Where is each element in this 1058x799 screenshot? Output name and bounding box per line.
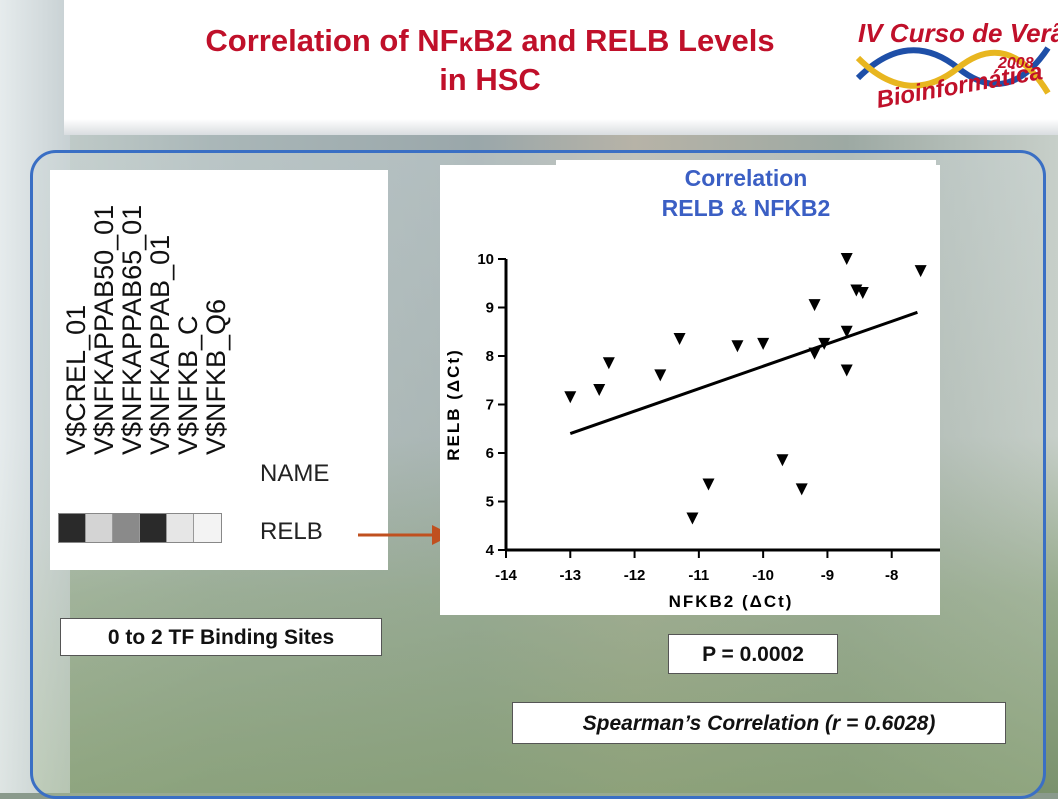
title-kappa: κ — [458, 27, 474, 57]
data-point — [818, 337, 831, 350]
data-point — [808, 299, 821, 312]
data-point — [808, 347, 821, 360]
binding-site-cell — [86, 514, 113, 542]
data-point — [564, 391, 577, 404]
matrix-header-label: NAME — [260, 460, 330, 487]
data-point — [914, 265, 927, 278]
tf-binding-sites-legend: 0 to 2 TF Binding Sites — [60, 618, 382, 656]
binding-site-cell — [140, 514, 167, 542]
x-tick-label: -12 — [624, 567, 646, 584]
tf-name-label: V$NFKAPPAB_01 — [145, 234, 175, 455]
data-point — [686, 512, 699, 525]
matrix-row-label: RELB — [260, 518, 323, 545]
tf-name-label: V$NFKAPPAB65_01 — [117, 204, 147, 455]
data-point — [654, 369, 667, 382]
data-point — [840, 325, 853, 338]
title-part-2: B2 and RELB Levels — [473, 23, 775, 58]
x-tick-label: -9 — [821, 567, 834, 584]
y-tick-label: 7 — [486, 397, 494, 414]
slide-title: Correlation of NFκB2 and RELB Levels in … — [110, 22, 870, 99]
y-tick-label: 9 — [486, 300, 494, 317]
binding-site-cell — [194, 514, 221, 542]
chart-background — [440, 165, 940, 615]
data-point — [840, 253, 853, 265]
data-point — [776, 454, 789, 467]
binding-site-cells — [58, 513, 222, 543]
x-axis-label: NFKB2 (ΔCt) — [669, 592, 794, 611]
slide-header — [64, 0, 1058, 135]
x-tick-label: -11 — [688, 567, 709, 584]
y-tick-label: 4 — [486, 542, 495, 559]
tf-name-label: V$NFKAPPAB50_01 — [89, 204, 119, 455]
p-value-box: P = 0.0002 — [668, 634, 838, 674]
y-tick-label: 6 — [486, 445, 494, 462]
x-tick-label: -8 — [885, 567, 898, 584]
y-tick-label: 5 — [486, 494, 494, 511]
y-axis-label: RELB (ΔCt) — [444, 348, 463, 460]
trend-line — [569, 310, 918, 436]
course-logo: IV Curso de Verão 2008 Bioinformática — [855, 18, 1058, 114]
data-point — [702, 478, 715, 491]
data-point — [795, 483, 808, 496]
binding-site-cell — [113, 514, 140, 542]
data-point — [757, 337, 770, 350]
logo-year: 2008 — [997, 55, 1034, 72]
title-line-2: in HSC — [439, 62, 541, 97]
tf-name-label: V$NFKB_Q6 — [201, 298, 231, 455]
tf-name-labels: V$CREL_01 V$NFKAPPAB50_01 V$NFKAPPAB65_01 V… — [50, 170, 388, 570]
binding-site-cell — [59, 514, 86, 542]
title-part-1: Correlation of NF — [205, 23, 459, 58]
chart-title-line-1: Correlation — [684, 165, 808, 191]
title-line-1: Correlation of NFκB2 and RELB Levels — [110, 22, 870, 61]
data-point — [673, 333, 686, 346]
binding-site-cell — [167, 514, 194, 542]
data-point — [840, 364, 853, 377]
y-tick-label: 8 — [486, 348, 494, 365]
x-tick-label: -13 — [559, 567, 581, 584]
data-point — [602, 357, 615, 370]
data-point — [593, 383, 606, 396]
y-tick-label: 10 — [477, 251, 494, 268]
chart-title-box — [556, 160, 936, 230]
spearman-box: Spearman’s Correlation (r = 0.6028) — [512, 702, 1006, 744]
x-tick-label: -10 — [752, 567, 774, 584]
tf-matrix-box: V$CREL_01 V$NFKAPPAB50_01 V$NFKAPPAB65_01 V… — [50, 170, 388, 570]
tf-name-label: V$NFKB_C — [173, 315, 203, 455]
scatter-chart: -14-13-12-11-10-9-8-745678910NFKB2 (ΔCt)… — [444, 251, 940, 611]
data-point — [731, 340, 744, 353]
logo-text-1: IV Curso de Verão — [858, 18, 1058, 48]
logo-swoosh-yellow — [855, 49, 1051, 95]
x-tick-label: -14 — [495, 567, 517, 584]
data-point — [856, 286, 869, 299]
chart-title: Correlation RELB & NFKB2 — [556, 163, 936, 223]
chart-title-line-2: RELB & NFKB2 — [661, 195, 831, 221]
tf-name-label: V$CREL_01 — [61, 304, 91, 455]
